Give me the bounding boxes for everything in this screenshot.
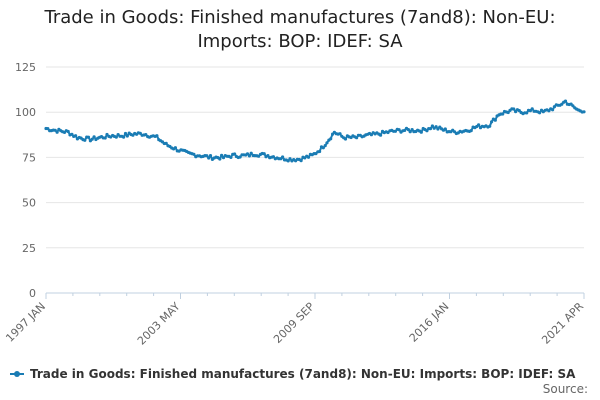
x-axis: 1997 JAN 2003 MAY 2009 SEP 2016 JAN 2021 APR xyxy=(3,292,586,348)
data-point[interactable] xyxy=(477,123,481,127)
data-point[interactable] xyxy=(551,108,555,112)
y-tick-label: 0 xyxy=(29,287,36,300)
data-point[interactable] xyxy=(443,127,447,131)
legend[interactable]: Trade in Goods: Finished manufactures (7… xyxy=(10,367,576,381)
data-point[interactable] xyxy=(74,134,78,138)
data-point[interactable] xyxy=(563,99,568,103)
data-point[interactable] xyxy=(144,133,148,137)
data-point[interactable] xyxy=(205,154,209,158)
data-point[interactable] xyxy=(70,132,74,136)
data-point[interactable] xyxy=(286,159,290,163)
data-point[interactable] xyxy=(306,155,311,159)
data-point[interactable] xyxy=(155,134,159,138)
data-point[interactable] xyxy=(571,104,575,108)
data-point[interactable] xyxy=(55,130,59,134)
data-point[interactable] xyxy=(501,112,505,116)
data-point[interactable] xyxy=(425,129,429,133)
y-tick-label: 50 xyxy=(22,197,36,210)
data-point[interactable] xyxy=(220,153,224,157)
data-point[interactable] xyxy=(208,154,213,158)
x-tick-label: 2003 MAY xyxy=(135,300,183,348)
chart-title: Trade in Goods: Finished manufactures (7… xyxy=(0,6,600,54)
data-point[interactable] xyxy=(403,128,407,132)
legend-point-marker xyxy=(14,371,20,377)
data-point[interactable] xyxy=(428,127,433,131)
data-point[interactable] xyxy=(323,144,327,148)
data-point[interactable] xyxy=(299,159,303,163)
data-point[interactable] xyxy=(218,157,222,161)
data-point[interactable] xyxy=(469,129,473,133)
data-point[interactable] xyxy=(266,154,270,158)
data-point[interactable] xyxy=(488,124,492,128)
data-point[interactable] xyxy=(512,107,516,111)
data-point[interactable] xyxy=(406,128,410,132)
data-point[interactable] xyxy=(408,130,412,134)
data-point[interactable] xyxy=(560,102,564,106)
data-point[interactable] xyxy=(192,152,196,156)
data-point[interactable] xyxy=(582,110,586,114)
data-point[interactable] xyxy=(288,157,292,161)
y-tick-label: 75 xyxy=(22,151,36,164)
data-point[interactable] xyxy=(325,141,329,145)
y-tick-label: 100 xyxy=(15,106,36,119)
data-point[interactable] xyxy=(233,152,237,156)
data-point[interactable] xyxy=(490,120,494,124)
y-tick-label: 125 xyxy=(15,61,36,74)
data-point[interactable] xyxy=(86,135,91,139)
data-point[interactable] xyxy=(321,146,325,150)
data-point[interactable] xyxy=(46,127,50,131)
data-point[interactable] xyxy=(506,110,510,115)
data-point[interactable] xyxy=(123,131,128,136)
data-point[interactable] xyxy=(397,128,401,132)
data-point[interactable] xyxy=(114,135,118,139)
data-point[interactable] xyxy=(122,135,126,139)
x-tick-label: 1997 JAN xyxy=(3,300,48,345)
y-axis-tick-labels: 0 25 50 75 100 125 xyxy=(15,61,36,300)
data-point[interactable] xyxy=(83,138,87,142)
data-point[interactable] xyxy=(281,155,285,159)
y-tick-label: 25 xyxy=(22,242,36,255)
data-point[interactable] xyxy=(343,137,348,141)
data-point[interactable] xyxy=(393,129,397,133)
data-point[interactable] xyxy=(271,155,275,159)
chart-title-line-2: Imports: BOP: IDEF: SA xyxy=(197,31,403,52)
x-tick-label: 2021 APR xyxy=(539,300,586,347)
data-point[interactable] xyxy=(434,125,438,129)
data-point[interactable] xyxy=(419,130,423,134)
data-point[interactable] xyxy=(262,152,266,156)
data-point[interactable] xyxy=(229,155,233,159)
data-point[interactable] xyxy=(355,136,359,140)
data-point[interactable] xyxy=(530,107,534,111)
chart-title-line-1: Trade in Goods: Finished manufactures (7… xyxy=(44,7,556,28)
data-point[interactable] xyxy=(245,152,250,156)
series-line[interactable] xyxy=(45,100,585,162)
data-point[interactable] xyxy=(338,132,342,136)
x-tick-label: 2016 JAN xyxy=(407,300,452,345)
gridlines xyxy=(46,66,584,249)
data-point[interactable] xyxy=(92,135,96,139)
series-layer xyxy=(44,99,586,163)
data-point[interactable] xyxy=(318,149,322,154)
legend-item-label[interactable]: Trade in Goods: Finished manufactures (7… xyxy=(30,367,576,381)
data-point[interactable] xyxy=(249,151,253,155)
data-point[interactable] xyxy=(247,154,251,158)
data-point[interactable] xyxy=(207,156,211,160)
data-point[interactable] xyxy=(103,136,107,140)
data-point[interactable] xyxy=(538,111,542,115)
data-point[interactable] xyxy=(173,146,177,150)
data-point[interactable] xyxy=(90,137,94,141)
data-point[interactable] xyxy=(430,124,434,128)
data-point[interactable] xyxy=(329,137,333,141)
data-point[interactable] xyxy=(379,133,383,137)
data-point[interactable] xyxy=(66,129,70,134)
data-point[interactable] xyxy=(238,155,242,159)
x-tick-label: 2009 SEP xyxy=(271,300,317,346)
data-point[interactable] xyxy=(125,134,129,138)
data-point[interactable] xyxy=(493,118,497,122)
data-point[interactable] xyxy=(164,141,168,145)
source-label: Source: xyxy=(543,382,588,396)
data-point[interactable] xyxy=(525,111,529,115)
